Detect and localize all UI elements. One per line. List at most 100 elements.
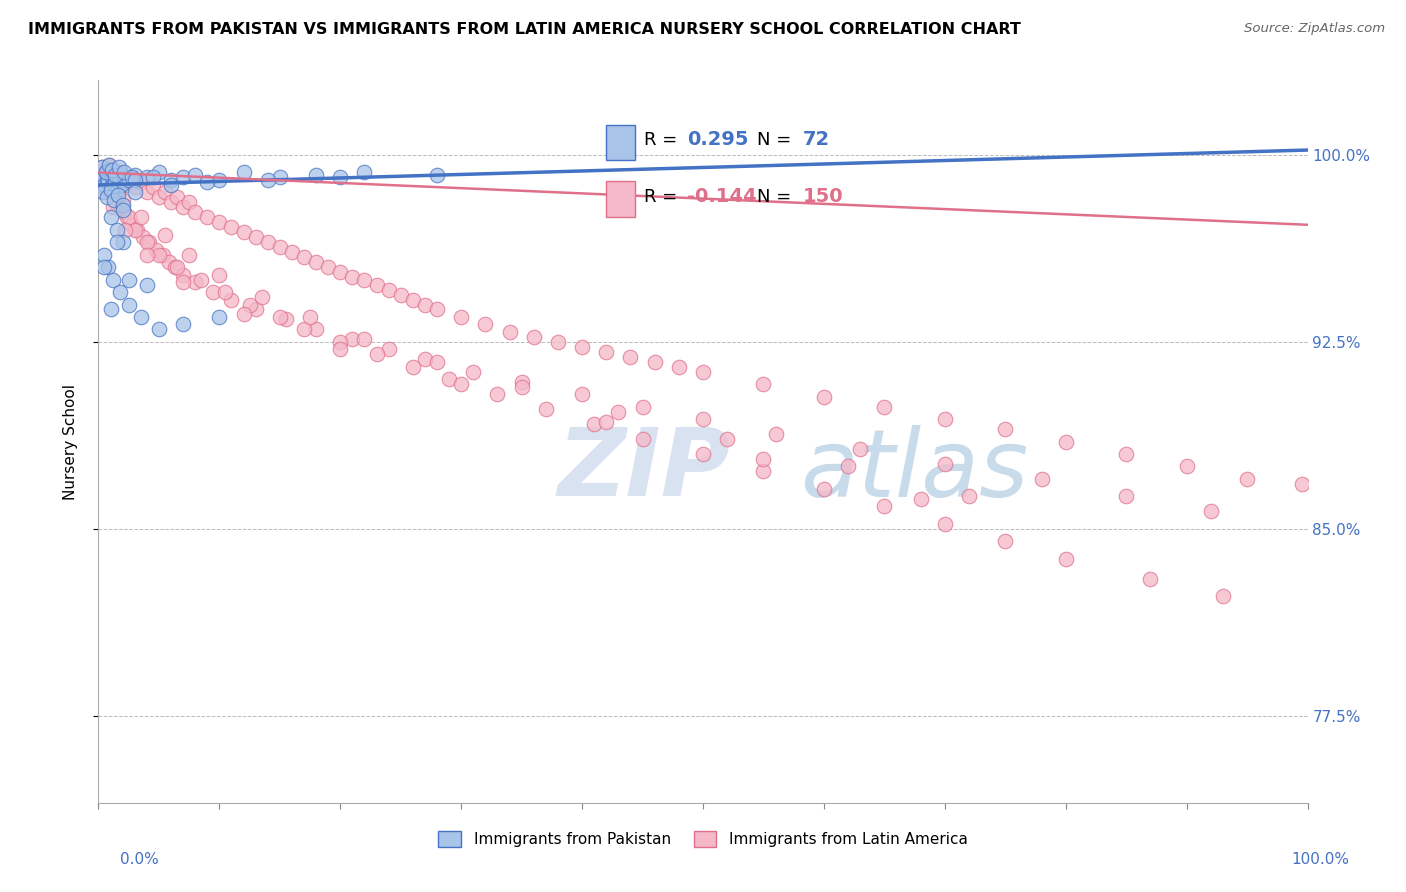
Text: IMMIGRANTS FROM PAKISTAN VS IMMIGRANTS FROM LATIN AMERICA NURSERY SCHOOL CORRELA: IMMIGRANTS FROM PAKISTAN VS IMMIGRANTS F… xyxy=(28,22,1021,37)
Point xyxy=(101,186,124,200)
Point xyxy=(934,412,956,426)
Point xyxy=(114,170,136,185)
Y-axis label: Nursery School: Nursery School xyxy=(63,384,77,500)
Point xyxy=(112,165,135,179)
Point xyxy=(124,173,146,187)
Point xyxy=(595,415,617,429)
Point xyxy=(256,235,278,250)
Point xyxy=(135,277,157,292)
Point xyxy=(342,270,364,285)
Point xyxy=(873,400,896,414)
Point xyxy=(166,260,188,274)
Point xyxy=(93,178,115,192)
Point xyxy=(101,272,124,286)
Point xyxy=(104,173,127,187)
Point xyxy=(142,170,165,185)
Point xyxy=(184,275,207,289)
Point xyxy=(571,340,593,354)
Point xyxy=(93,173,115,187)
Text: atlas: atlas xyxy=(800,425,1028,516)
Point xyxy=(523,330,546,344)
Point xyxy=(103,168,125,182)
Point xyxy=(292,322,315,336)
Point xyxy=(184,205,207,219)
Point xyxy=(108,285,131,299)
Point xyxy=(105,165,128,179)
Point xyxy=(105,223,128,237)
Point xyxy=(101,200,124,214)
Point xyxy=(994,422,1017,436)
Point xyxy=(129,310,152,324)
Point xyxy=(250,290,273,304)
Point xyxy=(184,168,207,182)
Point xyxy=(179,248,201,262)
Point xyxy=(100,180,122,194)
Point xyxy=(389,287,412,301)
Point xyxy=(98,158,121,172)
Legend: Immigrants from Pakistan, Immigrants from Latin America: Immigrants from Pakistan, Immigrants fro… xyxy=(432,825,974,853)
Point xyxy=(534,402,557,417)
Point xyxy=(239,297,262,311)
Point xyxy=(135,170,157,185)
Point xyxy=(413,297,436,311)
Point xyxy=(94,183,117,197)
Point xyxy=(152,248,174,262)
Point xyxy=(129,211,152,225)
Point xyxy=(957,489,980,503)
Point xyxy=(232,225,254,239)
Point xyxy=(232,308,254,322)
Point xyxy=(172,200,194,214)
Point xyxy=(849,442,872,456)
Point xyxy=(157,255,180,269)
Point xyxy=(813,390,835,404)
Point xyxy=(104,190,127,204)
Point xyxy=(256,173,278,187)
Point xyxy=(1199,504,1222,518)
Point xyxy=(329,170,352,185)
Point xyxy=(107,195,129,210)
Point xyxy=(110,178,132,192)
Point xyxy=(100,186,122,200)
Point xyxy=(172,268,194,282)
Point xyxy=(124,180,146,194)
Point xyxy=(329,265,352,279)
Point xyxy=(118,170,141,185)
Point xyxy=(172,275,194,289)
Point xyxy=(716,432,738,446)
Point xyxy=(245,230,267,244)
Point xyxy=(292,250,315,264)
Point xyxy=(329,334,352,349)
Point xyxy=(221,220,243,235)
Point xyxy=(353,165,375,179)
Point xyxy=(426,355,449,369)
Point xyxy=(1139,572,1161,586)
Text: ZIP: ZIP xyxy=(558,425,731,516)
Point xyxy=(108,170,131,185)
Point xyxy=(571,387,593,401)
Point xyxy=(208,268,231,282)
Point xyxy=(195,211,218,225)
Point xyxy=(1054,434,1077,449)
Point xyxy=(353,272,375,286)
Point xyxy=(145,243,167,257)
Point xyxy=(498,325,520,339)
Point xyxy=(752,465,775,479)
Point xyxy=(208,215,231,229)
Point xyxy=(97,178,120,192)
Point xyxy=(118,211,141,225)
Point xyxy=(644,355,666,369)
Text: Source: ZipAtlas.com: Source: ZipAtlas.com xyxy=(1244,22,1385,36)
Point xyxy=(1212,589,1234,603)
Point xyxy=(752,452,775,467)
Point xyxy=(118,297,141,311)
Point xyxy=(631,432,654,446)
Point xyxy=(1031,472,1053,486)
Point xyxy=(114,223,136,237)
Point xyxy=(96,173,118,187)
Point xyxy=(245,302,267,317)
Point xyxy=(121,218,143,232)
Point xyxy=(208,173,231,187)
Point xyxy=(107,183,129,197)
Point xyxy=(299,310,322,324)
Point xyxy=(117,211,139,225)
